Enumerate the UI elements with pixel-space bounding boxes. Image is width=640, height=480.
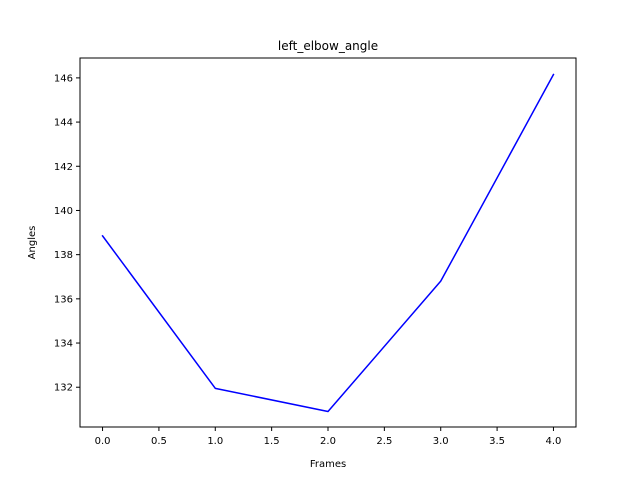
x-tick-label: 1.0 bbox=[207, 436, 223, 447]
x-tick-label: 2.0 bbox=[320, 436, 336, 447]
y-axis: 132 134 136 138 140 142 144 146 bbox=[54, 73, 80, 394]
y-tick-label: 138 bbox=[54, 250, 73, 261]
x-tick-label: 4.0 bbox=[546, 436, 562, 447]
x-tick-label: 0.0 bbox=[95, 436, 111, 447]
chart-title: left_elbow_angle bbox=[278, 39, 378, 53]
plot-area bbox=[101, 73, 555, 413]
x-tick-label: 3.5 bbox=[489, 436, 505, 447]
x-axis-label: Frames bbox=[310, 459, 346, 470]
y-tick-label: 144 bbox=[54, 118, 73, 129]
y-axis-label: Angles bbox=[27, 226, 38, 260]
x-axis: 0.0 0.5 1.0 1.5 2.0 2.5 3.0 3.5 4.0 bbox=[95, 427, 562, 447]
y-tick-label: 136 bbox=[54, 294, 73, 305]
y-tick-label: 146 bbox=[54, 73, 73, 84]
y-tick-label: 134 bbox=[54, 339, 73, 350]
x-tick-label: 2.5 bbox=[376, 436, 392, 447]
y-tick-label: 140 bbox=[54, 206, 73, 217]
series-line bbox=[101, 73, 555, 413]
x-tick-label: 3.0 bbox=[433, 436, 449, 447]
y-tick-label: 132 bbox=[54, 383, 73, 394]
y-tick-label: 142 bbox=[54, 162, 73, 173]
x-tick-label: 0.5 bbox=[151, 436, 167, 447]
x-tick-label: 1.5 bbox=[264, 436, 280, 447]
